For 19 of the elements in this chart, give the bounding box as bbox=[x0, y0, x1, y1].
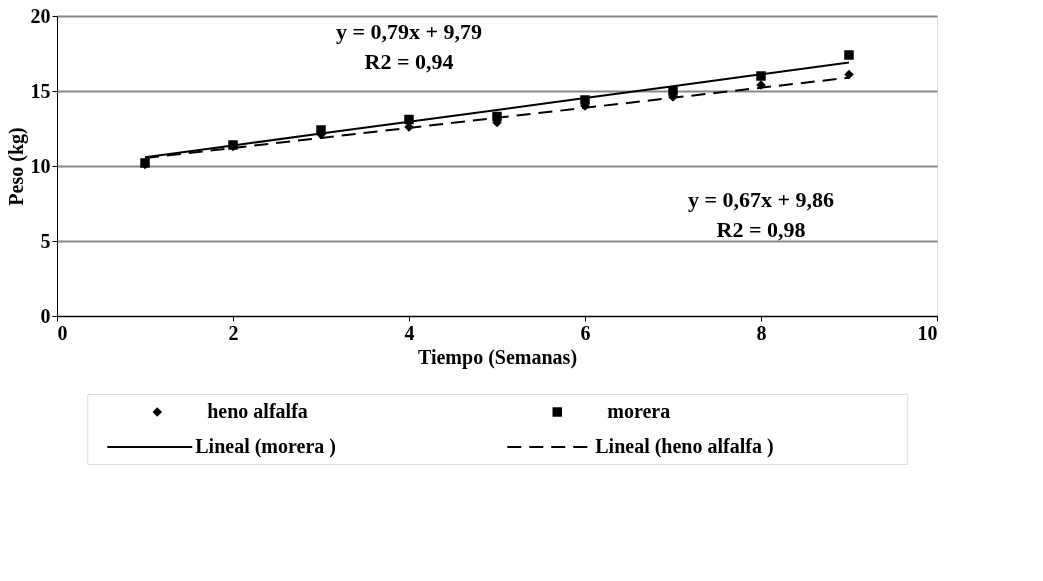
y-tick-label: 15 bbox=[30, 79, 51, 102]
y-tick-label: 0 bbox=[40, 304, 51, 327]
legend-label: heno alfalfa bbox=[207, 400, 308, 422]
legend-label: morera bbox=[607, 400, 671, 422]
y-tick-label: 10 bbox=[30, 154, 51, 177]
legend-label: Lineal (morera ) bbox=[195, 435, 336, 458]
y-axis-title: Peso (kg) bbox=[4, 127, 28, 206]
annotation: y = 0,67x + 9,86 R2 = 0,98 bbox=[687, 187, 835, 242]
x-tick-label: 4 bbox=[404, 321, 415, 344]
x-tick-label: 0 bbox=[57, 321, 68, 344]
x-tick-label: 6 bbox=[580, 321, 591, 344]
annotation: y = 0,79x + 9,79 R2 = 0,94 bbox=[335, 19, 483, 74]
y-tick-label: 20 bbox=[30, 4, 51, 27]
y-tick-label: 5 bbox=[40, 229, 51, 252]
x-tick-label: 2 bbox=[228, 321, 239, 344]
x-axis-title: Tiempo (Semanas) bbox=[417, 345, 578, 369]
x-tick-label: 10 bbox=[917, 321, 938, 344]
legend-label: Lineal (heno alfalfa ) bbox=[595, 435, 774, 458]
x-tick-label: 8 bbox=[756, 321, 767, 344]
